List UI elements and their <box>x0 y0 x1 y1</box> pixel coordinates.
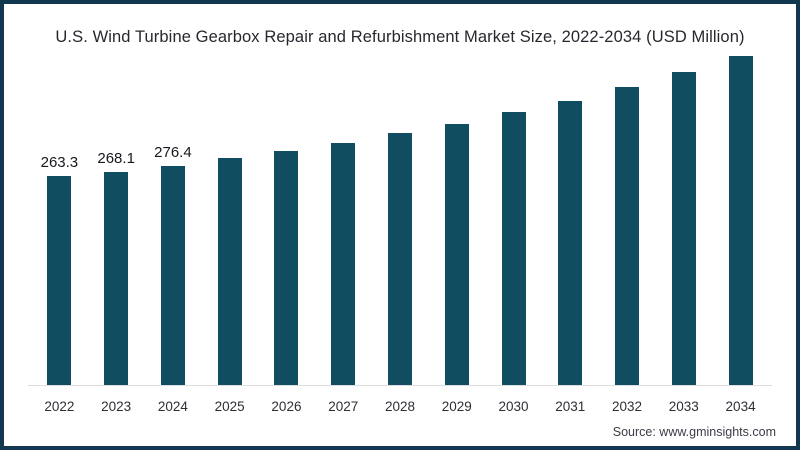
x-axis-line <box>28 385 772 386</box>
bar-2022 <box>47 176 72 385</box>
x-tick-2031: 2031 <box>555 399 586 414</box>
bar-cell-2032 <box>599 87 656 385</box>
bar-2033 <box>671 72 696 385</box>
bar-value-label-2022: 263.3 <box>40 154 79 171</box>
bar-cell-2031 <box>542 101 599 385</box>
x-tick-2027: 2027 <box>328 399 359 414</box>
bar-cell-2033 <box>655 72 712 385</box>
bar-2023 <box>104 172 129 385</box>
x-tick-2023: 2023 <box>101 399 132 414</box>
bar-2029 <box>444 124 469 385</box>
x-tick-2032: 2032 <box>612 399 643 414</box>
bar-2027 <box>331 143 356 385</box>
x-tick-2025: 2025 <box>214 399 245 414</box>
bar-cell-2029 <box>428 124 485 385</box>
bar-cell-2034 <box>712 56 769 385</box>
bar-cell-2026 <box>258 151 315 385</box>
bar-2030 <box>501 112 526 385</box>
bar-2034 <box>728 56 753 385</box>
bar-value-label-2023: 268.1 <box>97 150 135 167</box>
bar-2025 <box>217 158 242 385</box>
bar-cell-2030 <box>485 112 542 385</box>
bar-cell-2022: 263.3 <box>31 154 88 385</box>
bar-cell-2025 <box>201 158 258 385</box>
bar-cell-2023: 268.1 <box>88 150 145 385</box>
bar-2026 <box>274 151 299 385</box>
bar-2028 <box>387 133 412 385</box>
bar-cell-2024: 276.4 <box>145 144 202 385</box>
x-tick-2034: 2034 <box>725 399 756 414</box>
bar-cell-2028 <box>372 133 429 385</box>
x-tick-2029: 2029 <box>441 399 472 414</box>
bar-value-label-2024: 276.4 <box>154 144 192 161</box>
x-tick-2028: 2028 <box>384 399 415 414</box>
x-tick-2022: 2022 <box>44 399 75 414</box>
x-tick-2033: 2033 <box>668 399 699 414</box>
x-tick-2026: 2026 <box>271 399 302 414</box>
bar-2031 <box>558 101 583 385</box>
bar-2032 <box>615 87 640 385</box>
source-note: Source: www.gminsights.com <box>612 425 776 439</box>
bar-2024 <box>160 166 185 385</box>
x-tick-2024: 2024 <box>157 399 188 414</box>
chart-title: U.S. Wind Turbine Gearbox Repair and Ref… <box>55 28 745 46</box>
bar-cell-2027 <box>315 143 372 385</box>
x-axis-ticks: 2022 2023 2024 2025 2026 2027 2028 2029 2030 2031… <box>31 399 769 414</box>
x-tick-2030: 2030 <box>498 399 529 414</box>
plot-area: 263.3 268.1 276.4 <box>31 45 769 385</box>
